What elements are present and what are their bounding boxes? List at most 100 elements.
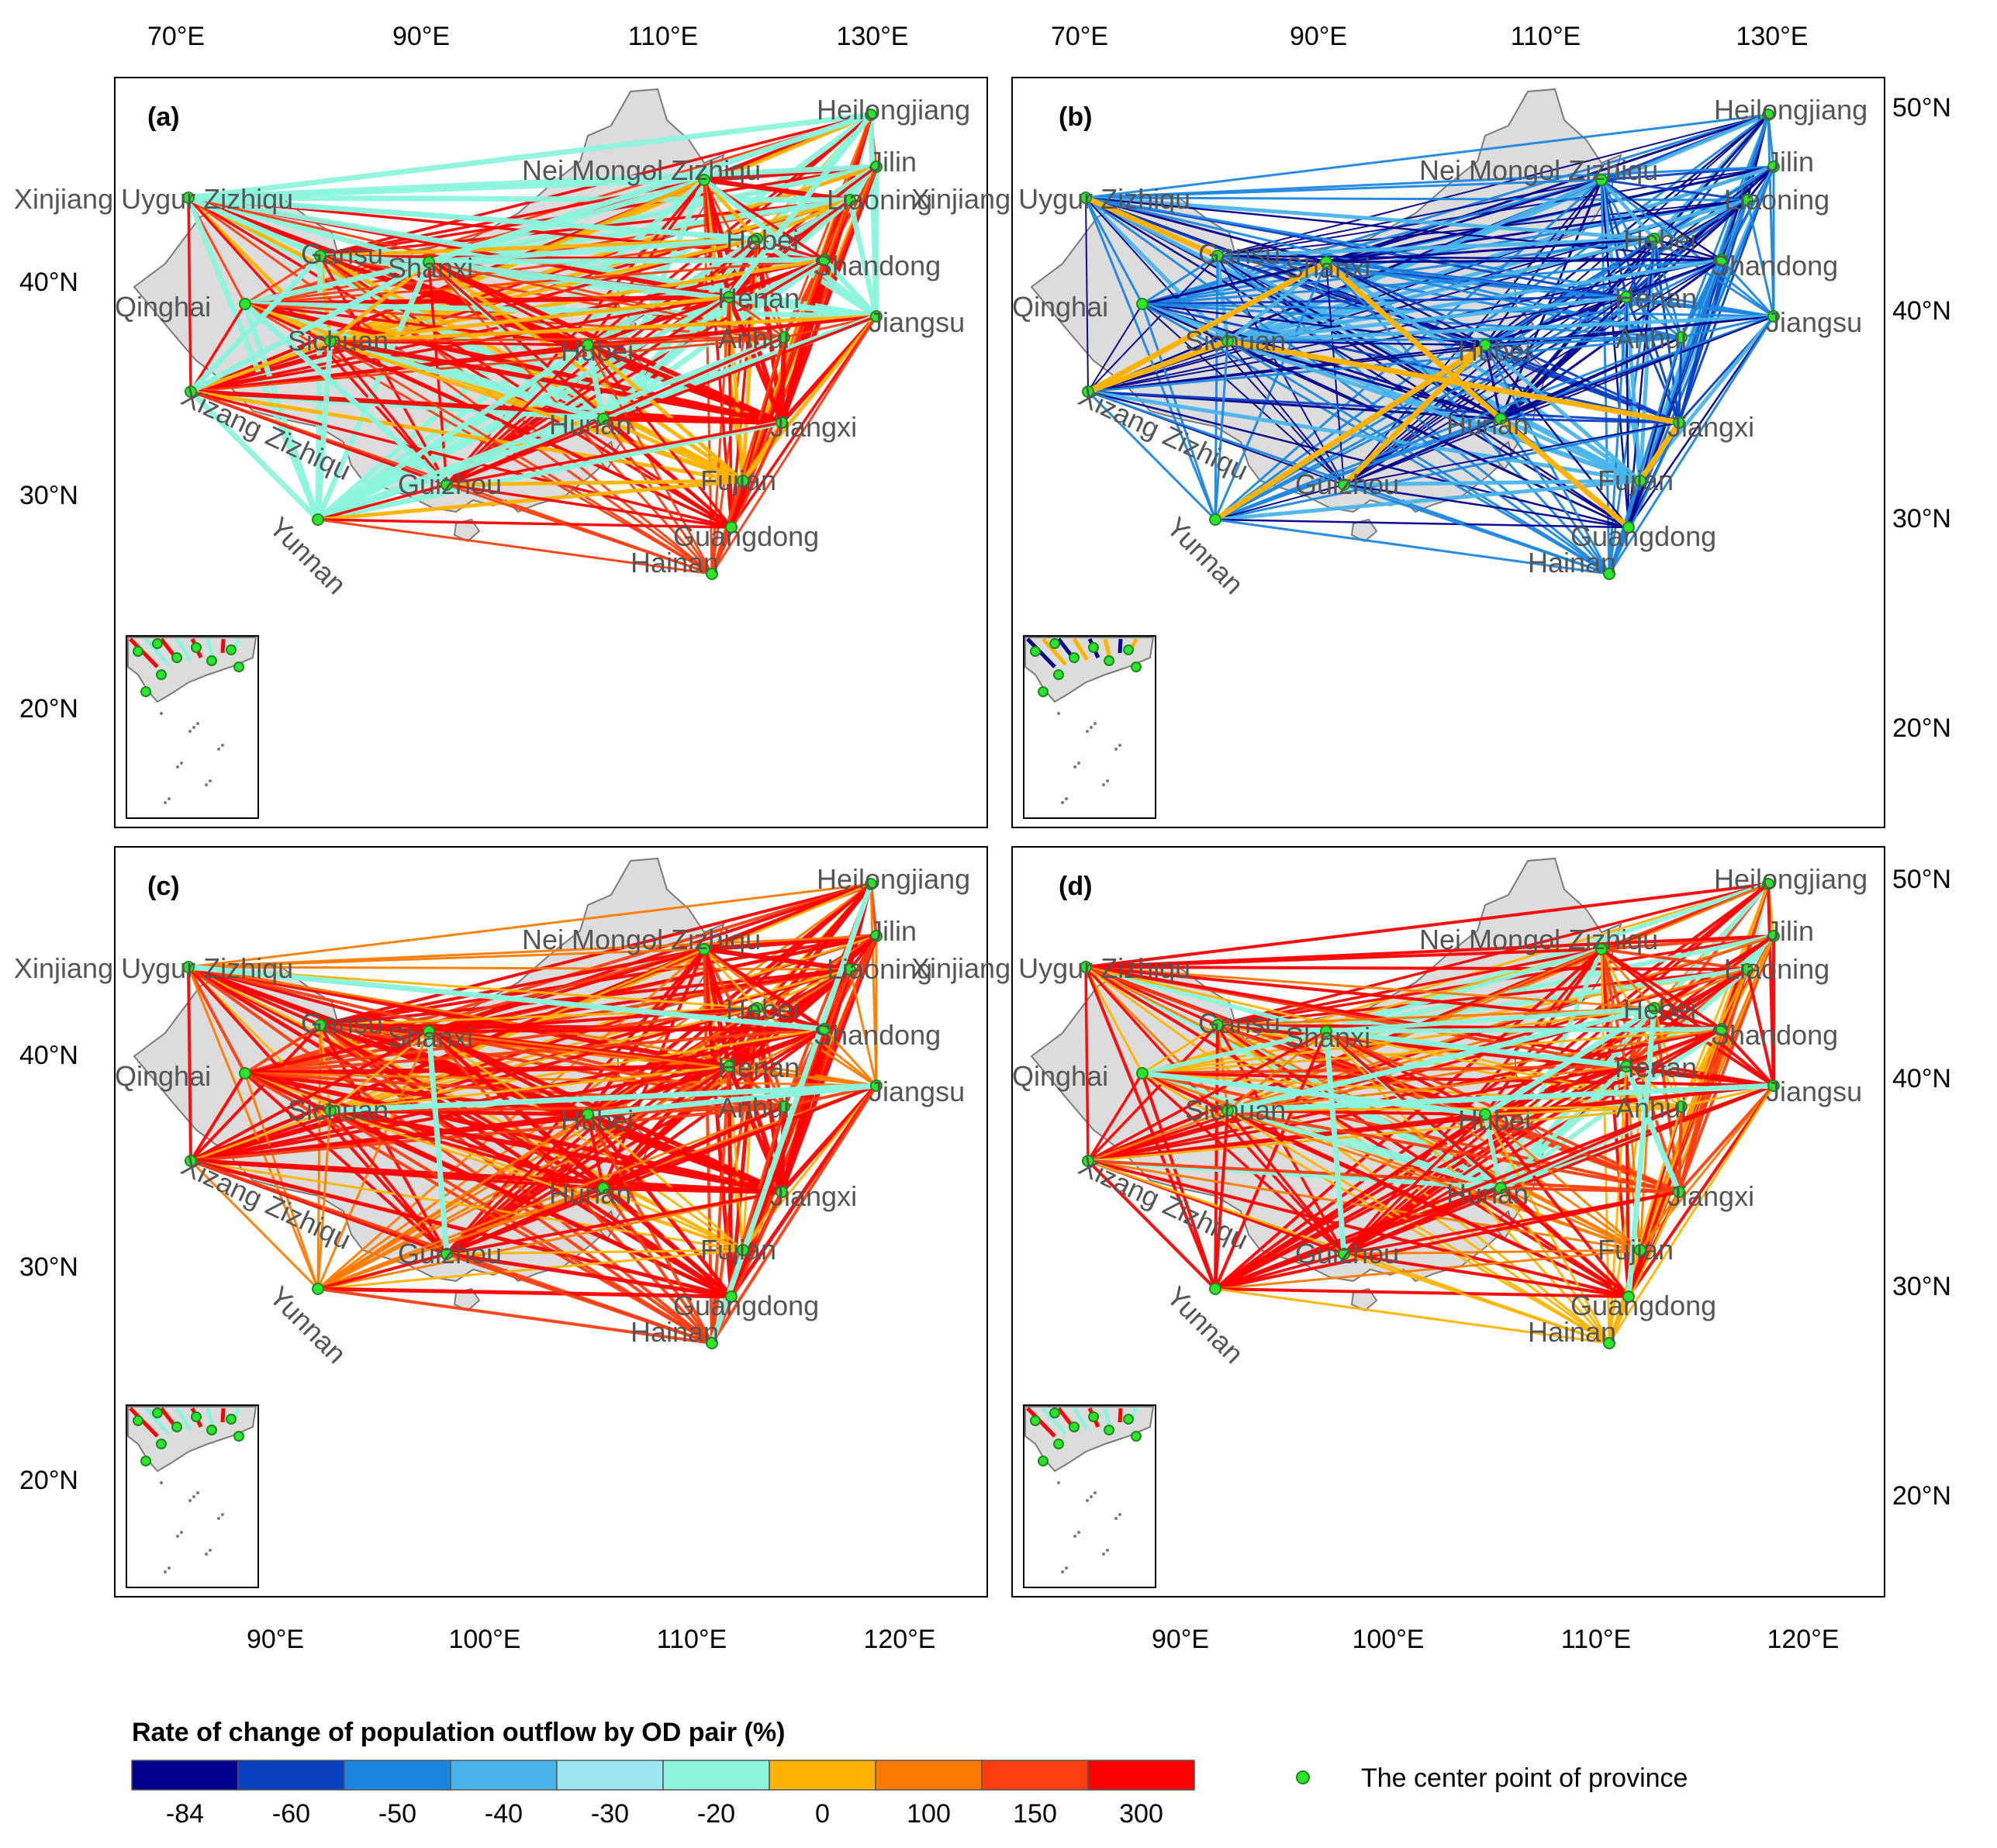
od-flow xyxy=(1343,1190,1680,1256)
province-label: Hainan xyxy=(631,1316,719,1348)
od-flow xyxy=(1085,178,1602,199)
od-flow xyxy=(244,1028,825,1075)
province-label: Shanxi xyxy=(388,1021,473,1053)
od-flow xyxy=(428,1007,758,1033)
province-label: Sichuan xyxy=(288,1094,389,1126)
bottom-lon-tick-3: 110°E xyxy=(657,1625,727,1654)
od-flow xyxy=(1343,259,1722,485)
od-flow-highlight xyxy=(1227,1083,1774,1114)
province-center-point xyxy=(1603,1337,1615,1349)
province-label: Qinghai xyxy=(1012,1060,1108,1092)
od-flow xyxy=(1142,254,1218,306)
od-flow xyxy=(317,518,732,529)
left-lat-tick-1: 40°N xyxy=(19,268,78,297)
od-flow xyxy=(1653,198,1748,241)
province-label: Jilin xyxy=(869,146,917,178)
od-flow xyxy=(586,344,733,529)
od-flow xyxy=(244,1024,322,1075)
od-flow xyxy=(1484,199,1748,347)
od-flow xyxy=(1325,261,1345,485)
province-center-point xyxy=(1762,109,1774,121)
od-flow xyxy=(1141,1072,1346,1256)
od-flow xyxy=(602,418,713,575)
od-flow xyxy=(1325,237,1655,264)
od-flow xyxy=(1214,340,1229,520)
od-flow xyxy=(1484,344,1680,424)
od-flow xyxy=(188,883,872,969)
od-flow xyxy=(1085,165,1774,199)
od-flow-highlight xyxy=(1323,1031,1347,1255)
legend-color-bin xyxy=(450,1760,558,1791)
od-flow xyxy=(1087,336,1682,393)
map-panel-c: Heilongjiang Jilin Liaoning Nei Mongol Zizh… xyxy=(14,846,988,1598)
od-flow xyxy=(1227,340,1501,420)
od-flow xyxy=(1085,883,1769,969)
od-flow-highlight xyxy=(1227,338,1680,426)
od-flow xyxy=(330,1108,783,1194)
od-flow xyxy=(1499,179,1603,420)
south-china-sea-inset-content xyxy=(127,637,257,804)
od-flow-highlight xyxy=(187,195,322,259)
od-flow xyxy=(188,112,872,201)
od-flow xyxy=(1484,1065,1627,1116)
od-flow xyxy=(446,483,713,575)
province-center-point xyxy=(1080,961,1092,973)
province-center-point xyxy=(1320,1025,1332,1038)
od-flow xyxy=(428,164,877,265)
province-center-point xyxy=(1620,291,1632,303)
od-flow xyxy=(727,1066,745,1251)
province-label: Liaoning xyxy=(827,953,932,985)
od-flow xyxy=(1087,389,1641,483)
province-label: Fujian xyxy=(1598,465,1674,496)
od-flow xyxy=(428,1028,825,1033)
od-flow xyxy=(1627,316,1775,528)
province-center-point xyxy=(725,1290,738,1303)
od-flow xyxy=(1084,966,1090,1162)
province-center-point xyxy=(1620,1060,1632,1073)
od-flow xyxy=(446,417,604,486)
od-flow xyxy=(330,1109,604,1190)
od-flow xyxy=(1343,1187,1501,1256)
province-label: Fujian xyxy=(1598,1234,1674,1266)
od-flow-lines xyxy=(1084,882,1776,1345)
od-flow xyxy=(188,948,705,969)
province-label: Hunan xyxy=(1446,1178,1529,1210)
od-flow xyxy=(428,257,825,265)
legend-color-bin xyxy=(769,1760,876,1791)
legend-tick: 100 xyxy=(907,1799,951,1829)
province-label: Jiangsu xyxy=(869,306,965,338)
od-flow xyxy=(1625,238,1656,298)
province-label: Guangdong xyxy=(1570,520,1716,552)
province-label: Nei Mongol Zizhiqu xyxy=(1419,924,1658,955)
od-flow xyxy=(244,302,783,425)
province-center-point xyxy=(723,1060,735,1073)
od-flow xyxy=(1214,178,1602,521)
province-label: Gansu xyxy=(301,1007,383,1039)
od-flow xyxy=(1600,178,1656,240)
province-label: Hainan xyxy=(1528,1316,1616,1348)
od-flow xyxy=(848,969,878,1086)
od-flow-highlight xyxy=(709,883,874,1345)
od-flow xyxy=(190,1030,430,1162)
province-label: Jiangxi xyxy=(770,1180,857,1212)
od-flow xyxy=(1499,1187,1611,1344)
od-flow-highlight xyxy=(1142,1070,1486,1117)
province-label: Qinghai xyxy=(115,291,211,323)
od-flow xyxy=(244,1064,730,1076)
od-flow xyxy=(1484,968,1748,1116)
od-flow xyxy=(703,178,851,202)
province-label: Gansu xyxy=(301,238,383,270)
od-flow-highlight xyxy=(188,964,825,1032)
province-label: Xinjiang Uygur Zizhiqu xyxy=(911,183,1190,215)
od-flow xyxy=(1325,260,1642,483)
od-flow xyxy=(1087,303,1143,392)
od-flow xyxy=(1746,969,1775,1086)
province-label: Hebei xyxy=(1623,993,1696,1025)
province-label: Anhui xyxy=(1615,323,1687,354)
od-flow xyxy=(587,1113,744,1252)
province-center-point xyxy=(441,1248,453,1260)
south-china-sea-inset-content xyxy=(1024,1406,1155,1573)
od-flow xyxy=(1343,483,1610,575)
od-flow xyxy=(446,1187,604,1256)
